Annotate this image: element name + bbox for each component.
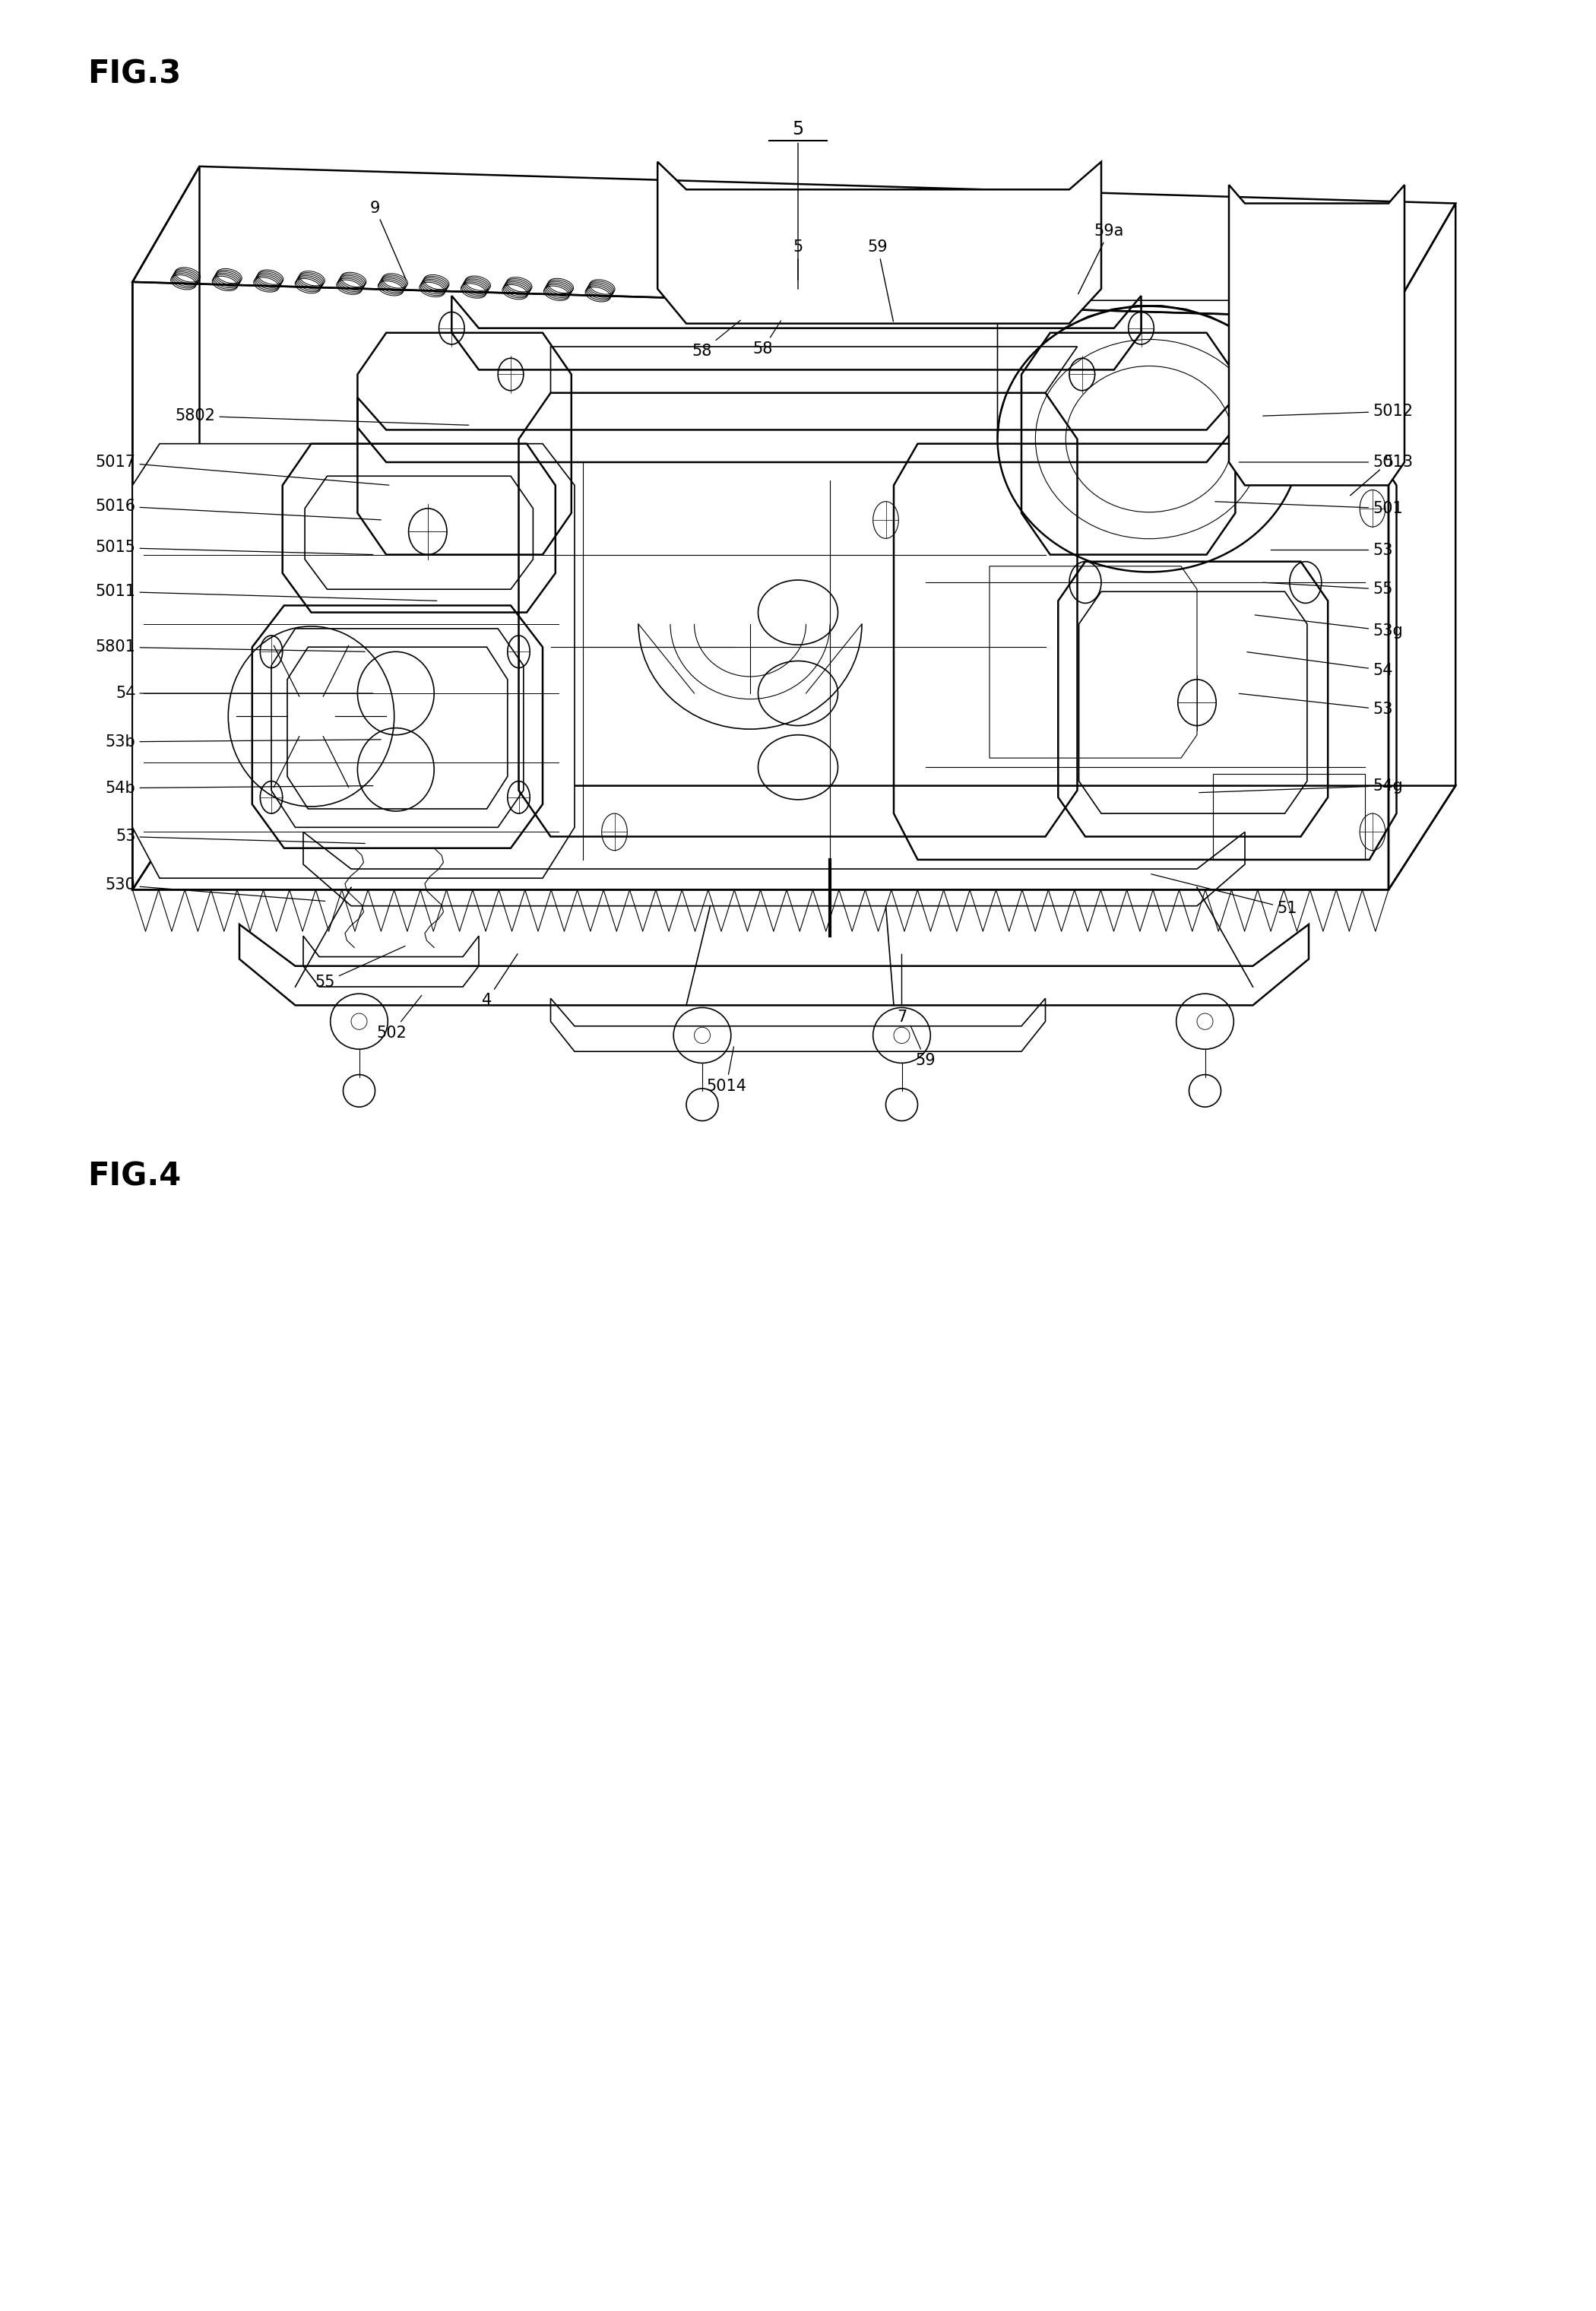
Text: 5017: 5017 [96,455,389,485]
Text: 54: 54 [115,686,373,700]
Text: 5: 5 [792,120,804,139]
Text: FIG.3: FIG.3 [88,58,182,90]
Text: 53: 53 [1238,693,1393,716]
Text: 5015: 5015 [96,541,373,555]
Text: 5: 5 [1350,455,1393,495]
Text: 53b: 53b [105,735,381,749]
Text: 9: 9 [370,201,405,280]
Text: 7: 7 [897,954,907,1024]
Text: 5016: 5016 [96,499,381,520]
Text: 4: 4 [482,954,517,1008]
Text: 54g: 54g [1199,779,1403,793]
Text: 5012: 5012 [1262,404,1412,418]
Text: 59a: 59a [1079,224,1124,293]
Text: 502: 502 [377,996,421,1040]
Text: 53: 53 [1270,543,1393,557]
Text: 59: 59 [868,240,894,321]
Polygon shape [132,444,575,878]
Text: 54b: 54b [105,781,373,795]
Text: 58: 58 [753,321,780,356]
Text: 54: 54 [1246,652,1393,677]
Text: 59: 59 [911,1026,935,1068]
Text: 51: 51 [1151,874,1298,915]
Text: 5801: 5801 [96,640,365,654]
Text: 55: 55 [1262,582,1393,596]
Text: 58: 58 [693,321,741,358]
Text: 55: 55 [314,945,405,989]
Text: 53g: 53g [1254,615,1403,638]
Text: 5014: 5014 [705,1047,747,1093]
Polygon shape [658,162,1101,324]
Polygon shape [1229,185,1404,485]
Text: 53: 53 [115,830,365,844]
Text: 5011: 5011 [96,585,437,601]
Text: 5: 5 [793,240,803,280]
Text: FIG.4: FIG.4 [88,1160,182,1192]
Text: 501: 501 [1215,501,1403,515]
Text: 5802: 5802 [176,409,469,425]
Text: 5013: 5013 [1238,455,1412,469]
Text: 530: 530 [105,878,326,901]
